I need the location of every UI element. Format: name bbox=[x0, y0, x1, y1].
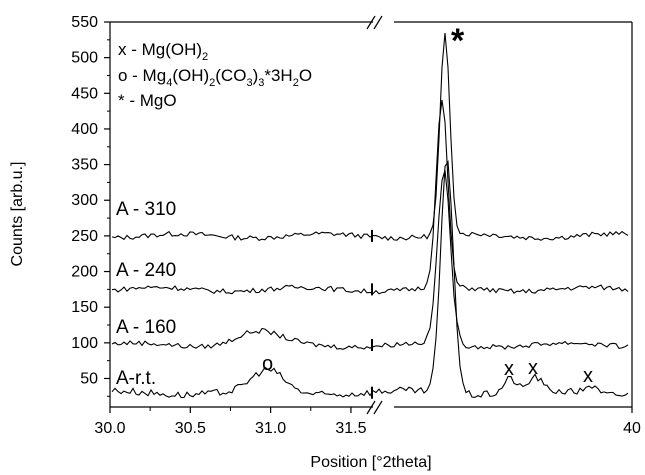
series-label-a240: A - 240 bbox=[116, 260, 176, 281]
bottom-break-mark-2 bbox=[373, 400, 383, 415]
y-tick-label-200: 200 bbox=[71, 264, 98, 281]
mgo-peak-marker: * bbox=[451, 22, 465, 60]
legend: x - Mg(OH)2 o - Mg4(OH)2(CO3)3*3H2O * - … bbox=[118, 40, 312, 110]
x-axis-title: Position [°2theta] bbox=[310, 454, 431, 471]
curve-a-310 bbox=[111, 32, 629, 242]
series-label-a310: A - 310 bbox=[116, 199, 176, 220]
top-break-mark-1 bbox=[366, 15, 376, 30]
y-tick-label-100: 100 bbox=[71, 335, 98, 352]
x-tick-label-31.5: 31.5 bbox=[335, 420, 366, 437]
curve-a-160 bbox=[111, 170, 629, 350]
hydromagnesite-marker: o bbox=[262, 353, 273, 375]
y-tick-label-300: 300 bbox=[71, 192, 98, 209]
legend-mgoh2: x - Mg(OH)2 bbox=[118, 40, 208, 63]
mgoh2-marker-2: x bbox=[528, 357, 538, 379]
y-tick-label-550: 550 bbox=[71, 14, 98, 31]
x-ticks: 30.0 30.5 31.0 31.5 40 bbox=[94, 407, 641, 437]
y-ticks: 50 100 150 200 250 300 350 400 450 500 550 bbox=[71, 14, 110, 397]
curve-a-240 bbox=[111, 99, 629, 295]
y-tick-label-50: 50 bbox=[80, 370, 98, 387]
y-tick-label-450: 450 bbox=[71, 85, 98, 102]
bottom-break-mark-1 bbox=[366, 400, 376, 415]
plot-frame bbox=[109, 15, 633, 415]
legend-hydromagnesite: o - Mg4(OH)2(CO3)3*3H2O bbox=[118, 66, 312, 89]
top-break-mark-2 bbox=[373, 15, 383, 30]
diffraction-curves bbox=[111, 32, 629, 399]
x-tick-label-31.0: 31.0 bbox=[255, 420, 286, 437]
legend-mgo: * - MgO bbox=[118, 91, 177, 110]
curve-a-r-t- bbox=[111, 160, 629, 399]
y-tick-label-350: 350 bbox=[71, 157, 98, 174]
mgoh2-marker-1: x bbox=[504, 358, 514, 380]
x-tick-label-30.5: 30.5 bbox=[175, 420, 206, 437]
series-label-art: A-r.t. bbox=[116, 368, 156, 389]
y-axis-title: Counts [arb.u.] bbox=[9, 162, 26, 267]
y-tick-label-250: 250 bbox=[71, 228, 98, 245]
x-tick-label-30.0: 30.0 bbox=[94, 420, 125, 437]
mgoh2-marker-3: x bbox=[583, 365, 593, 387]
series-label-a160: A - 160 bbox=[116, 317, 176, 338]
y-tick-label-150: 150 bbox=[71, 299, 98, 316]
y-tick-label-500: 500 bbox=[71, 50, 98, 67]
y-tick-label-400: 400 bbox=[71, 121, 98, 138]
x-tick-label-40: 40 bbox=[623, 420, 641, 437]
